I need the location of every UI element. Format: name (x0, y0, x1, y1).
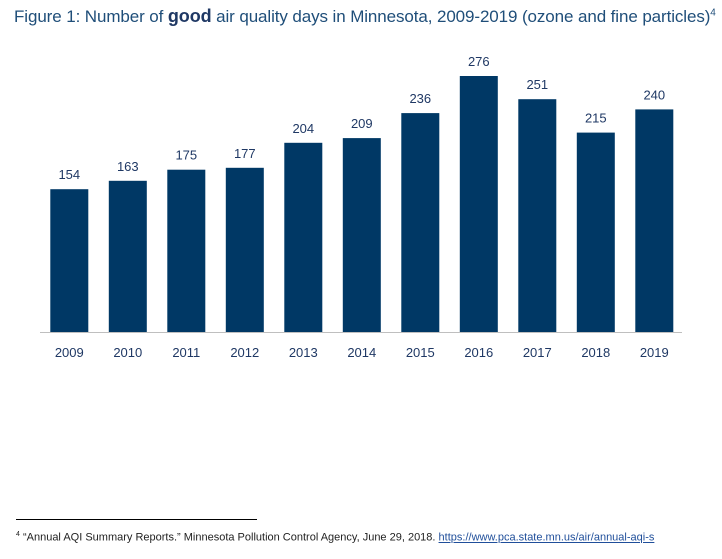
bar-2019 (635, 109, 674, 333)
footnote-text: “Annual AQI Summary Reports.” Minnesota … (19, 531, 439, 544)
x-tick-label-2013: 2013 (289, 345, 318, 360)
x-tick-label-2016: 2016 (464, 345, 493, 360)
bar-chart: 154 2009 163 2010 175 2011 177 2012 204 2013 209 20… (40, 54, 682, 360)
data-label-2018: 215 (585, 111, 607, 126)
x-tick-label-2015: 2015 (406, 345, 435, 360)
x-tick-label-2009: 2009 (55, 345, 84, 360)
footnote: 4 “Annual AQI Summary Reports.” Minnesot… (16, 531, 654, 544)
x-tick-label-2011: 2011 (172, 345, 200, 360)
x-tick-label-2018: 2018 (581, 345, 610, 360)
data-label-2015: 236 (409, 91, 431, 106)
bar-2010 (108, 180, 147, 332)
bar-2015 (401, 113, 440, 332)
data-label-2013: 204 (292, 121, 314, 136)
x-tick-label-2017: 2017 (523, 345, 552, 360)
data-label-2019: 240 (643, 87, 665, 102)
chart-title: Figure 1: Number of good air quality day… (14, 6, 716, 27)
bar-2011 (167, 169, 206, 332)
bar-2016 (459, 76, 498, 332)
bar-2017 (518, 99, 557, 332)
data-label-2011: 175 (175, 148, 197, 163)
x-tick-label-2014: 2014 (347, 345, 376, 360)
x-tick-label-2010: 2010 (113, 345, 142, 360)
data-label-2014: 209 (351, 116, 373, 131)
title-footnote-ref: 4 (710, 7, 716, 19)
footnote-marker: 4 (16, 531, 20, 538)
bar-2009 (50, 189, 89, 332)
data-label-2010: 163 (117, 159, 139, 174)
footnote-link[interactable]: https://www.pca.state.mn.us/air/annual-a… (438, 531, 655, 544)
title-emphasis: good (167, 6, 212, 26)
bar-2014 (342, 138, 381, 332)
data-label-2009: 154 (58, 167, 80, 182)
data-label-2017: 251 (526, 77, 548, 92)
footnote-divider (16, 519, 257, 520)
bar-2013 (284, 142, 323, 332)
bar-2012 (225, 167, 264, 332)
x-tick-label-2012: 2012 (230, 345, 259, 360)
data-label-2016: 276 (468, 54, 490, 69)
title-prefix: Figure 1: Number of (14, 7, 168, 26)
data-label-2012: 177 (234, 146, 256, 161)
bar-2018 (576, 132, 615, 332)
x-tick-label-2019: 2019 (640, 345, 669, 360)
title-suffix: air quality days in Minnesota, 2009-2019… (211, 7, 711, 26)
